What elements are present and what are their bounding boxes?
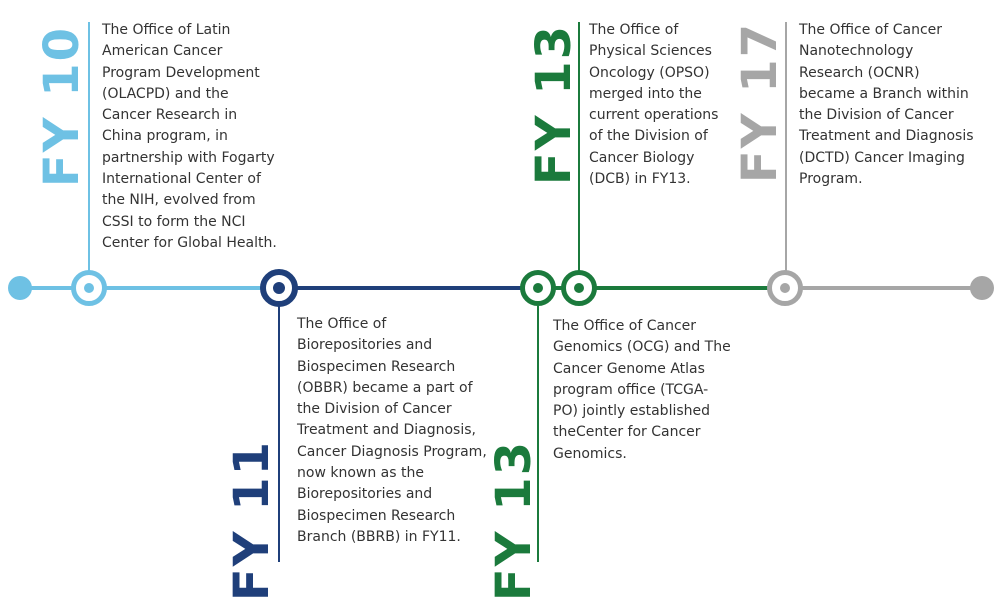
year-label-fy13-physical-sciences: FY 13 bbox=[526, 24, 582, 186]
timeline-marker-fy10 bbox=[71, 270, 107, 306]
timeline-end-dot bbox=[970, 276, 994, 300]
connector-line-fy10 bbox=[88, 22, 90, 272]
timeline-segment-fy11 bbox=[280, 286, 538, 290]
timeline-segment-fy13 bbox=[538, 286, 784, 290]
event-description-fy17: The Office of Cancer Nanotechnology Rese… bbox=[799, 22, 974, 188]
timeline-segment-fy10 bbox=[20, 286, 280, 290]
year-label-fy13-genomics: FY 13 bbox=[486, 440, 542, 601]
event-description-fy13-physical-sciences: The Office of Physical Sciences Oncology… bbox=[589, 22, 719, 188]
year-label-fy10: FY 10 bbox=[34, 26, 90, 188]
timeline-marker-fy13-genomics bbox=[520, 270, 556, 306]
event-description-fy10: The Office of Latin American Cancer Prog… bbox=[102, 22, 277, 251]
timeline-marker-fy17 bbox=[767, 270, 803, 306]
connector-line-fy11 bbox=[278, 306, 280, 562]
timeline-marker-fy13-physical-sciences bbox=[561, 270, 597, 306]
year-label-fy11: FY 11 bbox=[224, 440, 280, 601]
connector-line-fy13-genomics bbox=[537, 306, 539, 562]
timeline-marker-fy11 bbox=[260, 269, 298, 307]
connector-line-fy13-physical-sciences bbox=[578, 22, 580, 272]
timeline-start-dot bbox=[8, 276, 32, 300]
event-description-fy13-genomics: The Office of Cancer Genomics (OCG) and … bbox=[553, 318, 731, 462]
timeline-segment-fy17 bbox=[784, 286, 982, 290]
event-description-fy11: The Office of Biorepositories and Biospe… bbox=[297, 316, 487, 545]
year-label-fy17: FY 17 bbox=[732, 22, 788, 184]
connector-line-fy17 bbox=[785, 22, 787, 272]
